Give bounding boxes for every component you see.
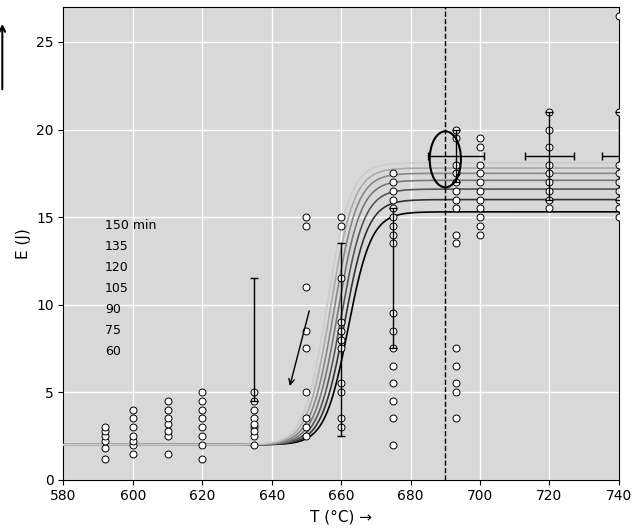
Text: 120: 120 [105, 261, 129, 275]
Text: 105: 105 [105, 282, 129, 295]
Text: 60: 60 [105, 346, 121, 358]
Text: 150 min: 150 min [105, 219, 157, 233]
X-axis label: T (°C) →: T (°C) → [310, 509, 372, 524]
Text: 90: 90 [105, 303, 121, 316]
Y-axis label: E (J): E (J) [15, 228, 31, 259]
Text: 135: 135 [105, 241, 129, 253]
Text: 75: 75 [105, 324, 121, 337]
